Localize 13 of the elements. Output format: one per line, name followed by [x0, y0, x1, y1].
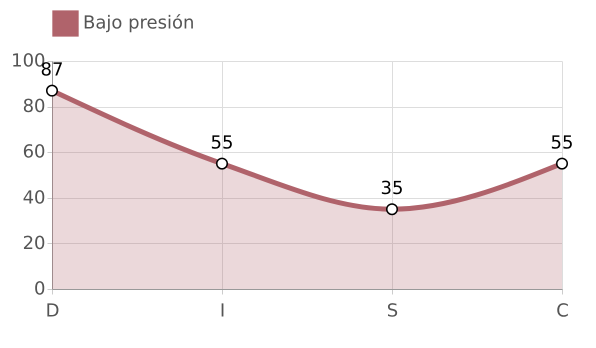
y-tick-label: 0 — [34, 278, 46, 300]
data-label: 55 — [550, 132, 574, 154]
x-tick-label: D — [46, 300, 60, 322]
x-tick-label: S — [386, 300, 398, 322]
x-tick-label: C — [556, 300, 569, 322]
data-label: 35 — [380, 178, 404, 200]
y-tick-label: 80 — [22, 96, 46, 118]
y-tick-label: 20 — [22, 232, 46, 254]
legend-label: Bajo presión — [83, 12, 194, 34]
data-label: 55 — [210, 132, 234, 154]
x-tick-label: I — [220, 300, 226, 322]
y-tick-label: 40 — [22, 187, 46, 208]
y-tick-label: 60 — [22, 142, 46, 163]
